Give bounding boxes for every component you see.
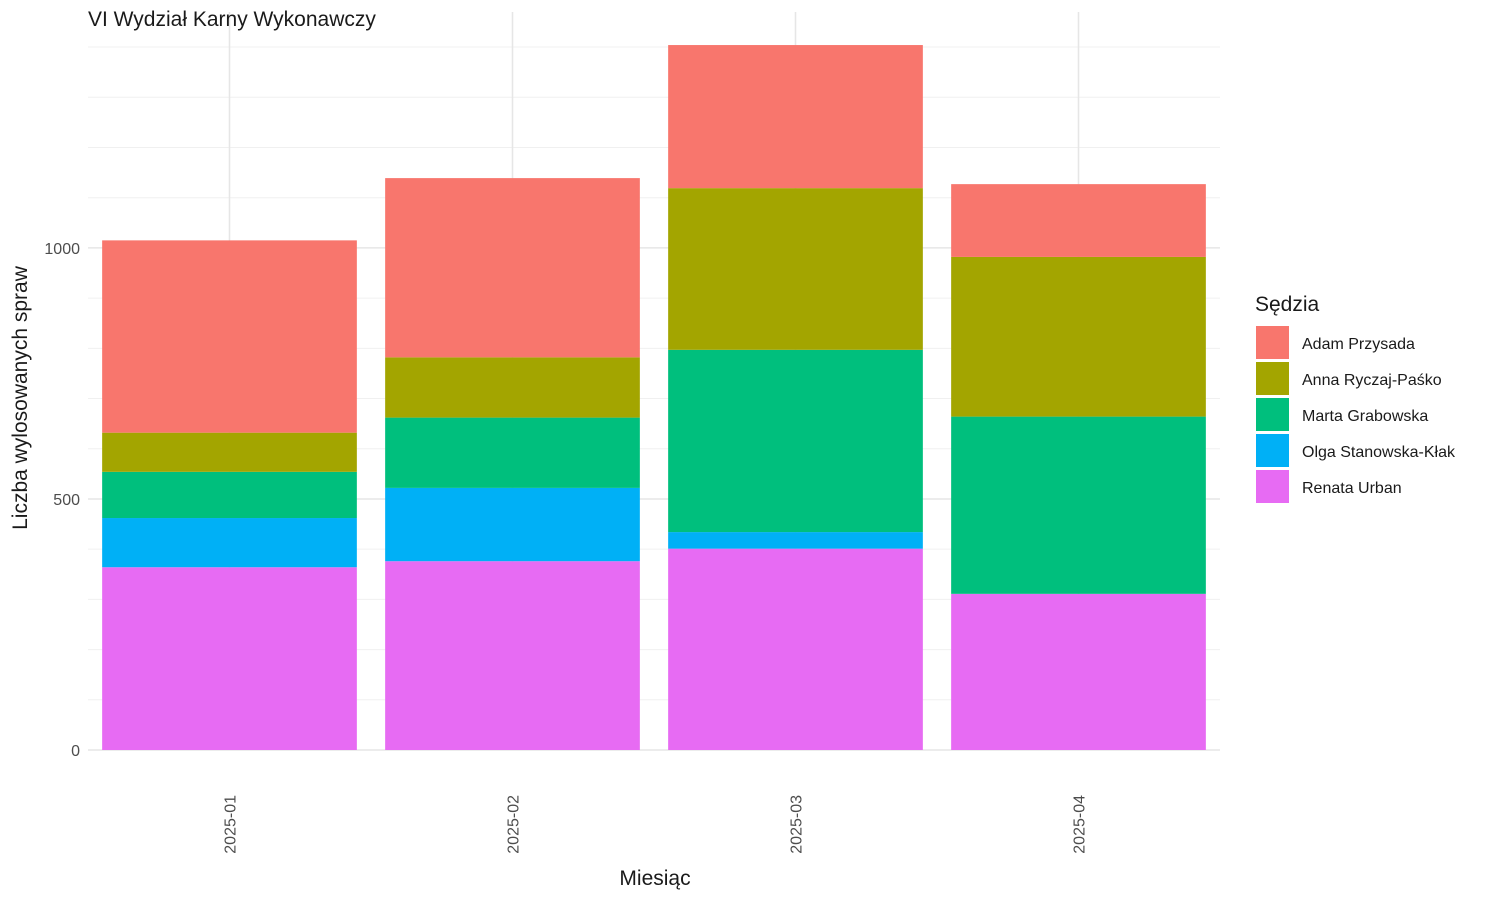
bar-segment <box>385 487 640 562</box>
legend-label: Marta Grabowska <box>1302 408 1428 425</box>
bar-segment <box>385 357 640 418</box>
legend-label: Adam Przysada <box>1302 336 1415 353</box>
bar-segment <box>102 432 357 472</box>
legend-title: Sędzia <box>1255 293 1320 316</box>
legend-key <box>1256 362 1289 395</box>
legend: Sędzia Adam Przysada Anna Ryczaj-Paśko Mar… <box>1255 293 1456 503</box>
bar-segment <box>102 240 357 433</box>
y-axis-title: Liczba wylosowanych spraw <box>9 265 32 530</box>
bar-segment <box>102 471 357 519</box>
legend-key <box>1256 326 1289 359</box>
y-axis: 0 500 1000 <box>44 241 80 760</box>
bar-segment <box>385 178 640 358</box>
chart-title: VI Wydział Karny Wykonawczy <box>88 8 376 31</box>
x-tick-label: 2025-02 <box>506 795 523 854</box>
x-tick-label: 2025-01 <box>223 795 240 854</box>
y-tick-label: 500 <box>53 492 80 509</box>
legend-label: Olga Stanowska-Kłak <box>1302 444 1456 461</box>
y-tick-label: 0 <box>71 743 80 760</box>
legend-label: Anna Ryczaj-Paśko <box>1302 372 1442 389</box>
legend-key <box>1256 434 1289 467</box>
bar-segment <box>385 417 640 488</box>
bar-segment <box>668 548 923 750</box>
legend-label: Renata Urban <box>1302 480 1402 497</box>
bar-segment <box>668 349 923 533</box>
x-axis-title: Miesiąc <box>619 867 690 890</box>
bar-segment <box>668 532 923 549</box>
bar-segment <box>102 518 357 568</box>
bar-segment <box>385 561 640 750</box>
legend-key <box>1256 398 1289 431</box>
bars <box>102 45 1206 750</box>
bar-segment <box>668 188 923 350</box>
legend-key <box>1256 470 1289 503</box>
bar-segment <box>668 45 923 189</box>
bar-segment <box>951 256 1206 417</box>
bar-segment <box>951 416 1206 594</box>
x-tick-label: 2025-04 <box>1072 795 1089 854</box>
y-tick-label: 1000 <box>44 241 80 258</box>
bar-segment <box>951 184 1206 257</box>
bar-segment <box>951 593 1206 750</box>
x-tick-label: 2025-03 <box>789 795 806 854</box>
bar-segment <box>102 567 357 750</box>
x-axis: 2025-01 2025-02 2025-03 2025-04 <box>223 795 1089 854</box>
